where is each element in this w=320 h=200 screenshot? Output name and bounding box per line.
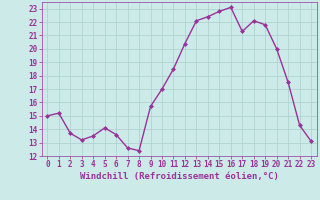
- X-axis label: Windchill (Refroidissement éolien,°C): Windchill (Refroidissement éolien,°C): [80, 172, 279, 181]
